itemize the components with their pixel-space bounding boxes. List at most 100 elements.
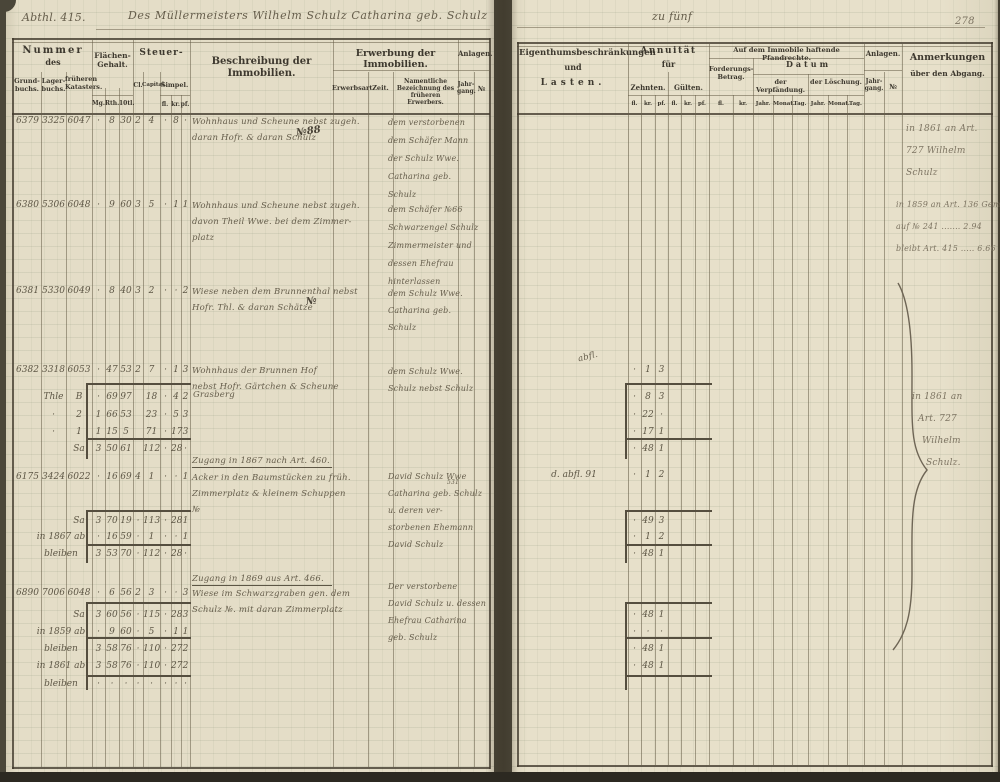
header-abgang: über den Abgang. [910, 69, 985, 78]
parcel-number-stamp: № [305, 295, 318, 308]
ledger-row: 6379 3325 6047 · 8 30 2 4 · 8 · [12, 116, 490, 130]
cell: 1 [658, 644, 665, 654]
handwritten-line: Ehefrau Catharina [388, 616, 467, 625]
subrow-label: in 1861 ab [36, 661, 86, 671]
cell: 1 [182, 627, 189, 637]
handwritten-line: dem Schäfer Mann [388, 136, 469, 145]
ledger-row: 6382 3318 6053 · 47 53 2 7 · 1 3 [12, 365, 490, 379]
cell: 1 [645, 532, 651, 542]
cell: 23 [145, 410, 158, 420]
scan-edge [0, 772, 1000, 782]
cell: 8 [109, 116, 115, 126]
pen-line [86, 383, 88, 459]
cell: 2 [148, 286, 155, 296]
description-block: Wiese im Schwarzgraben gen. dem Schulz №… [192, 586, 350, 618]
grundbuch-no: 6381 [16, 286, 39, 296]
table-rule [991, 42, 993, 767]
pen-line [86, 637, 191, 639]
header-nummer: Nummer [22, 45, 84, 56]
handwritten-line: dem Schulz Wwe. [388, 367, 463, 376]
handwritten-line: Schulz [388, 190, 417, 199]
grundbuch-no: 6379 [16, 116, 39, 126]
col-rule [695, 95, 696, 765]
cell: 113 [143, 516, 161, 526]
abgang-annotation: in 1859 an Art. 136 Gem. auf № 241 .....… [896, 194, 1000, 260]
cell: 6 [109, 588, 115, 598]
handwritten-line: Wohnhaus der Brunnen Hof [192, 366, 317, 376]
ledger-subrow: · 1 1 15 5 71 · 17 3 [12, 427, 490, 441]
col-rule [628, 44, 629, 765]
cell: 60 [120, 627, 132, 637]
header-zehnten: Zehnten. [630, 83, 666, 92]
header-und: und [564, 62, 582, 72]
handwritten-line: dessen Ehefrau [388, 259, 454, 268]
header-verpfaendung: der Verpfändung. [755, 78, 806, 94]
cell: · [97, 286, 100, 296]
cell: · [97, 200, 100, 210]
cell: 1 [173, 627, 179, 637]
col-rule [171, 95, 172, 767]
header-unit-rth: Rth. [105, 100, 120, 107]
handwritten-line: der Schulz Wwe. [388, 154, 460, 163]
handwritten-line: Wohnhaus und Scheune nebst zugeh. [192, 117, 360, 127]
cell: 53 [120, 365, 132, 375]
col-rule [160, 72, 161, 767]
col-rule [884, 72, 885, 765]
description-block: Wohnhaus und Scheune nebst zugeh. daran … [192, 114, 360, 146]
handwritten-line: № [192, 505, 201, 515]
lagerbuch-no: 5306 [42, 200, 65, 210]
acquisition-block: dem verstorbenen dem Schäfer Mann der Sc… [388, 114, 468, 204]
cell: 3 [182, 610, 189, 620]
header-erwerbsart: Erwerbsart. [332, 84, 375, 92]
annuity-note: d. abfl. 91 [551, 470, 597, 480]
cell: · [97, 116, 100, 126]
cell: · [97, 365, 100, 375]
cell: 53 [120, 410, 132, 420]
ledger-subrow: bleiben · · · · · · · · [12, 679, 490, 693]
subrow-label: B [75, 392, 83, 402]
header-flaechengehalt: Flächen- Gehalt. [94, 51, 131, 69]
kataster-no: 6049 [67, 286, 91, 296]
cell: · [164, 410, 167, 420]
table-rule [517, 42, 519, 767]
binding-gutter [486, 0, 518, 772]
cell: 30 [120, 116, 132, 126]
grundbuch-no: 6380 [16, 200, 39, 210]
handwritten-line: dem Schäfer №66 [388, 205, 463, 214]
pen-line [625, 510, 627, 563]
cell: · [164, 627, 167, 637]
col-rule [681, 95, 682, 765]
handwritten-line: Wiese im Schwarzgraben gen. dem [192, 589, 351, 599]
header-rule [628, 95, 864, 96]
kataster-no: 6053 [67, 365, 91, 375]
cell: 3 [658, 516, 665, 526]
ledger-subrow: in 1859 ab · 9 60 · 5 · 1 1 [12, 627, 490, 641]
cell: · [164, 427, 167, 437]
kataster-no: 6048 [67, 588, 91, 598]
header-annuitaet: Annuität [640, 46, 697, 56]
handwritten-line: Schulz [388, 323, 417, 332]
header-des: des [45, 57, 61, 67]
col-rule [733, 95, 734, 765]
cell: 9 [109, 200, 115, 210]
cell: 47 [106, 365, 118, 375]
cell: 8 [109, 286, 115, 296]
cell: · [136, 549, 140, 559]
header-jahrgang-right: Jahr- gang. [864, 78, 884, 93]
table-rule [517, 113, 993, 115]
cell: 59 [120, 532, 132, 542]
cell: · [97, 679, 100, 689]
cell: · [633, 661, 636, 671]
col-rule [181, 95, 182, 767]
cell: 5 [173, 410, 179, 420]
acquisition-block: dem Schulz Wwe. Catharina geb. Schulz [388, 285, 463, 336]
ledger-row: 6890 7006 6048 · 6 56 2 3 · · 3 [12, 588, 490, 602]
handwritten-line: in 1861 an [912, 392, 963, 402]
cell: 1 [658, 444, 665, 454]
table-rule [489, 38, 491, 769]
cell: 112 [143, 549, 161, 559]
col-rule [92, 40, 93, 767]
cell: 28 [171, 444, 183, 454]
lagerbuch-no: 3424 [42, 472, 65, 482]
header-unit-kr: kr. [643, 101, 653, 107]
